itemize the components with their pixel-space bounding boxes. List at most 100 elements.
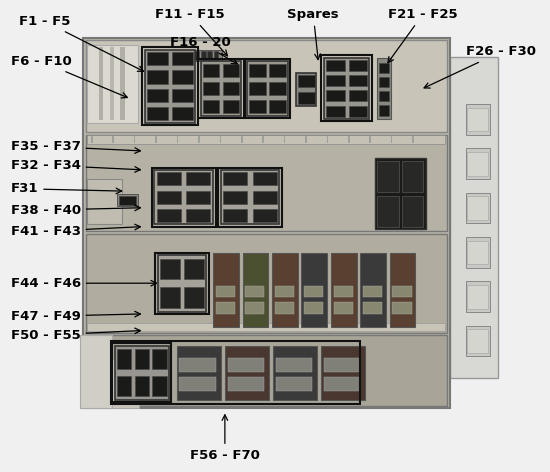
- Text: F56 - F70: F56 - F70: [190, 415, 260, 462]
- FancyBboxPatch shape: [333, 302, 353, 314]
- FancyBboxPatch shape: [276, 377, 312, 391]
- FancyBboxPatch shape: [87, 45, 138, 123]
- FancyBboxPatch shape: [331, 253, 356, 327]
- FancyBboxPatch shape: [241, 136, 243, 143]
- FancyBboxPatch shape: [216, 286, 235, 297]
- FancyBboxPatch shape: [221, 170, 279, 224]
- FancyBboxPatch shape: [393, 302, 412, 314]
- FancyBboxPatch shape: [86, 234, 447, 333]
- FancyBboxPatch shape: [87, 135, 446, 144]
- FancyBboxPatch shape: [393, 286, 412, 297]
- FancyBboxPatch shape: [110, 47, 114, 120]
- FancyBboxPatch shape: [223, 209, 248, 222]
- FancyBboxPatch shape: [228, 377, 264, 391]
- FancyBboxPatch shape: [252, 209, 277, 222]
- FancyBboxPatch shape: [304, 302, 323, 314]
- FancyBboxPatch shape: [468, 241, 488, 264]
- FancyBboxPatch shape: [321, 346, 365, 400]
- FancyBboxPatch shape: [304, 286, 323, 297]
- FancyBboxPatch shape: [274, 302, 294, 314]
- FancyBboxPatch shape: [135, 377, 149, 396]
- Text: F32 - F34: F32 - F34: [10, 159, 140, 172]
- FancyBboxPatch shape: [86, 335, 447, 406]
- FancyBboxPatch shape: [202, 100, 219, 113]
- FancyBboxPatch shape: [377, 58, 391, 119]
- FancyBboxPatch shape: [186, 172, 211, 185]
- FancyBboxPatch shape: [160, 287, 180, 308]
- FancyBboxPatch shape: [466, 104, 490, 135]
- FancyBboxPatch shape: [80, 335, 112, 408]
- FancyBboxPatch shape: [223, 191, 248, 203]
- FancyBboxPatch shape: [177, 346, 221, 400]
- FancyBboxPatch shape: [213, 51, 218, 60]
- FancyBboxPatch shape: [468, 285, 488, 309]
- FancyBboxPatch shape: [192, 50, 222, 61]
- Text: F38 - F40: F38 - F40: [10, 203, 140, 217]
- FancyBboxPatch shape: [248, 61, 288, 116]
- FancyBboxPatch shape: [326, 91, 345, 101]
- FancyBboxPatch shape: [117, 194, 138, 206]
- Text: F1 - F5: F1 - F5: [19, 15, 144, 71]
- Text: F31: F31: [10, 182, 122, 195]
- FancyBboxPatch shape: [147, 89, 168, 102]
- FancyBboxPatch shape: [160, 259, 180, 279]
- FancyBboxPatch shape: [324, 358, 360, 372]
- FancyBboxPatch shape: [119, 196, 136, 205]
- FancyBboxPatch shape: [91, 136, 92, 143]
- FancyBboxPatch shape: [87, 179, 122, 224]
- FancyBboxPatch shape: [0, 0, 535, 472]
- Text: F16 - 20: F16 - 20: [170, 36, 238, 64]
- FancyBboxPatch shape: [198, 136, 200, 143]
- FancyBboxPatch shape: [172, 70, 193, 84]
- FancyBboxPatch shape: [186, 191, 211, 203]
- FancyBboxPatch shape: [120, 47, 125, 120]
- FancyBboxPatch shape: [379, 91, 389, 101]
- Text: F35 - F37: F35 - F37: [10, 140, 140, 153]
- FancyBboxPatch shape: [157, 209, 181, 222]
- FancyBboxPatch shape: [179, 377, 216, 391]
- FancyBboxPatch shape: [363, 286, 382, 297]
- FancyBboxPatch shape: [245, 302, 265, 314]
- FancyBboxPatch shape: [86, 40, 447, 132]
- FancyBboxPatch shape: [402, 196, 423, 227]
- FancyBboxPatch shape: [152, 349, 167, 369]
- FancyBboxPatch shape: [207, 51, 212, 60]
- FancyBboxPatch shape: [262, 136, 264, 143]
- FancyBboxPatch shape: [147, 70, 168, 84]
- FancyBboxPatch shape: [112, 136, 114, 143]
- FancyBboxPatch shape: [377, 196, 399, 227]
- FancyBboxPatch shape: [450, 57, 498, 378]
- Text: F6 - F10: F6 - F10: [10, 55, 128, 98]
- FancyBboxPatch shape: [326, 60, 345, 71]
- FancyBboxPatch shape: [112, 359, 139, 408]
- FancyBboxPatch shape: [135, 349, 149, 369]
- FancyBboxPatch shape: [194, 51, 199, 60]
- FancyBboxPatch shape: [296, 73, 316, 106]
- FancyBboxPatch shape: [245, 286, 265, 297]
- FancyBboxPatch shape: [249, 100, 266, 113]
- FancyBboxPatch shape: [305, 136, 307, 143]
- FancyBboxPatch shape: [223, 82, 239, 95]
- FancyBboxPatch shape: [466, 193, 490, 223]
- FancyBboxPatch shape: [145, 50, 195, 123]
- FancyBboxPatch shape: [270, 100, 285, 113]
- FancyBboxPatch shape: [219, 136, 221, 143]
- FancyBboxPatch shape: [466, 281, 490, 312]
- FancyBboxPatch shape: [349, 91, 367, 101]
- FancyBboxPatch shape: [324, 58, 370, 119]
- FancyBboxPatch shape: [349, 106, 367, 117]
- FancyBboxPatch shape: [252, 172, 277, 185]
- FancyBboxPatch shape: [216, 302, 235, 314]
- FancyBboxPatch shape: [213, 253, 239, 327]
- FancyBboxPatch shape: [223, 100, 239, 113]
- FancyBboxPatch shape: [468, 329, 488, 353]
- FancyBboxPatch shape: [391, 136, 393, 143]
- FancyBboxPatch shape: [468, 108, 488, 131]
- FancyBboxPatch shape: [147, 52, 168, 65]
- FancyBboxPatch shape: [349, 75, 367, 86]
- FancyBboxPatch shape: [333, 286, 353, 297]
- FancyBboxPatch shape: [402, 161, 423, 192]
- FancyBboxPatch shape: [270, 82, 285, 95]
- FancyBboxPatch shape: [86, 135, 447, 231]
- FancyBboxPatch shape: [184, 287, 204, 308]
